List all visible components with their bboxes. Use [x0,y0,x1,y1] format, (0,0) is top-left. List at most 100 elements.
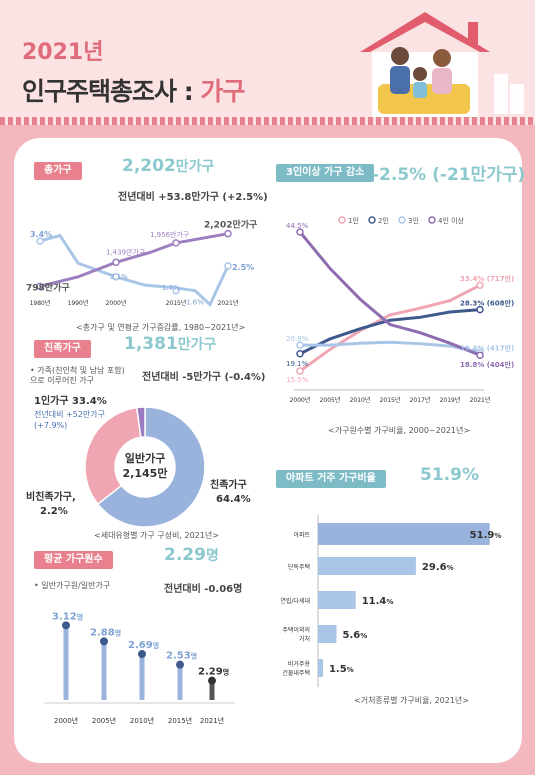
bar-value-label: 29.6% [422,562,454,573]
donut-slice-1 [84,406,142,506]
x-tick-label: 2000년 [106,299,127,307]
bar-1 [318,557,416,575]
legend-label: 1인 [348,216,359,225]
label-family-pct: 64.4% [216,494,251,505]
series-start-point [296,367,304,375]
x-tick-label: 2000년 [54,716,78,725]
donut-center-label2: 2,145만 [123,466,168,480]
x-tick-label: 2015년 [168,716,192,725]
family-house-illustration [360,12,524,120]
household-point [172,239,180,247]
bar-value-label: 2.29명 [198,667,229,678]
end-label: 28.3% (608만) [460,299,514,308]
label-rate-2015a: 1.7% [162,284,180,292]
series-line-0 [299,283,481,373]
rate-point [224,262,232,270]
end-label: 33.4% (717만) [460,274,514,283]
series-start-point [296,228,304,236]
family-note: • 가족(친인척 및 남남 포함)으로 이루어진 가구 [30,366,125,385]
series-line-1 [299,308,481,356]
category-label: 거처 [299,635,310,643]
decor-stripe [0,117,535,125]
total-households-caption: <총가구 및 연평균 가구증감률, 1980~2021년> [76,323,246,332]
tag-three-plus: 3인이상 가구 감소 [276,164,375,182]
household-point [36,282,44,291]
legend-marker-3 [428,216,436,224]
label-one-person-pct: (+7.9%) [34,421,67,430]
label-family: 친족가구 [210,478,247,491]
x-tick-label: 2019년 [440,396,461,404]
rate-point [112,273,120,281]
bar-2 [318,591,356,609]
label-household-2015: 1,956만가구 [150,230,190,239]
apartment-caption: <거처종류별 가구비율, 2021년> [354,696,469,705]
start-label: 19.1% [286,360,309,368]
label-one-person-delta: 전년대비 +52만가구 [34,409,105,419]
legend-marker-2 [398,216,406,224]
x-tick-label: 2010년 [350,396,371,404]
family-delta: 전년대비 -5만가구 (-0.4%) [142,372,266,383]
family-households-big: 1,381만가구 [124,334,217,354]
header-year: 2021년 [22,40,104,65]
total-households-big: 2,202만가구 [122,156,215,176]
category-label: 비거주용 [288,660,311,668]
bar-0 [318,523,490,545]
bar-3 [318,625,337,643]
x-tick-label: 2017년 [410,396,431,404]
three-plus-big: -2.5% (-21만가구) [372,165,526,185]
bar-cap-4 [208,676,216,685]
label-household-2000: 1,439만가구 [106,247,146,256]
label-nonfamily-pct: 2.2% [40,506,68,517]
donut-slice-0 [96,406,206,528]
apartment-big: 51.9% [420,465,479,485]
x-tick-label: 1980년 [30,299,51,307]
avg-size-big: 2.29명 [164,545,219,565]
legend-label: 2인 [378,216,389,225]
label-household-2021: 2,202만가구 [204,219,257,231]
start-label: 20.9% [286,335,309,343]
donut-caption: <세대유형별 가구 구성비, 2021년> [94,531,219,540]
x-tick-label: 2021년 [470,396,491,404]
three-plus-line-chart: 1인 2인 3인 4인 이상 15.5% 19.1% 20.9% 44.5% 33.4% (71… [286,216,514,404]
bar-cap-3 [176,660,184,669]
x-tick-label: 1990년 [68,299,89,307]
household-point [224,229,232,238]
bar-4 [318,659,323,677]
x-tick-label: 2015년 [166,299,187,307]
bar-value-label: 5.6% [343,630,368,641]
household-donut-chart: 일반가구 2,145만 1인가구 33.4% 전년대비 +52만가구 (+7.9… [26,394,251,528]
start-label: 44.5% [286,222,309,230]
category-label: 아파트 [293,531,310,539]
legend-marker-0 [338,216,346,224]
series-start-point [296,341,304,349]
total-households-delta: 전년대비 +53.8만가구 (+2.5%) [118,192,268,203]
total-households-chart: 1980년 1990년 2000년 2015년 2021년 798만가구 1,439만가구 1… [26,219,257,307]
header-banner: 2021년 인구주택총조사 : 가구 [0,0,535,125]
legend-label: 4인 이상 [438,216,465,225]
label-household-1980: 798만가구 [26,281,70,293]
label-rate-2015b: 1.6% [186,299,204,307]
series-line-3 [298,231,481,357]
rate-point [36,237,44,245]
x-tick-label: 2005년 [320,396,341,404]
bar-cap-0 [62,621,70,630]
x-tick-label: 2015년 [380,396,401,404]
bar-value-label: 2.88명 [90,627,121,638]
x-tick-label: 2021년 [200,716,224,725]
series-household-line [39,232,229,288]
x-tick-label: 2000년 [290,396,311,404]
bar-cap-1 [100,637,108,646]
category-label: 연립/다세대 [280,597,310,605]
legend-label: 3인 [408,216,419,225]
series-start-point [296,350,304,358]
avg-size-delta: 전년대비 -0.06명 [164,584,243,595]
series-growth-rate-line [39,233,230,307]
avg-size-chart: 3.12명 2000년 2.88명 2005년 2.69명 2010년 2.53명 2015년… [44,611,235,725]
label-rate-2021: 2.5% [232,263,254,272]
label-nonfamily: 비친족가구, [26,490,76,503]
tag-apartment: 아파트 거주 가구비율 [276,470,386,488]
label-rate-2000: 2.1% [110,273,128,281]
tag-family-households: 친족가구 [34,340,91,358]
tag-total-households: 총가구 [34,162,82,180]
